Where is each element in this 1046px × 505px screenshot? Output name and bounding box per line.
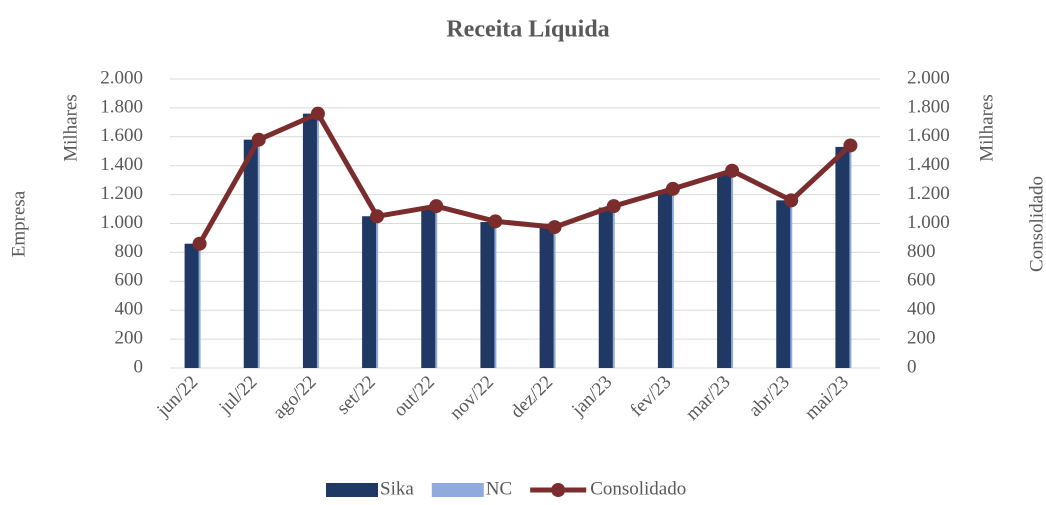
y-tick-label: 1.600: [100, 125, 143, 146]
x-tick-label: out/22: [390, 372, 439, 421]
y-tick-label: 200: [115, 327, 144, 348]
y2-axis-label: Consolidado: [1026, 176, 1046, 272]
y-tick-label: 1.000: [100, 212, 143, 233]
legend-swatch: [431, 483, 484, 497]
line-marker: [784, 193, 799, 208]
line-marker: [665, 181, 680, 196]
x-tick-label: dez/22: [507, 372, 558, 423]
bar: [717, 172, 732, 368]
x-tick-label: jan/23: [567, 372, 616, 421]
line: [197, 111, 853, 245]
y-tick-label: 1.200: [100, 183, 143, 204]
line-marker: [429, 199, 444, 214]
bar: [184, 243, 199, 368]
x-tick-label: set/22: [333, 372, 380, 419]
line-marker: [488, 214, 503, 229]
x-tick-label: jul/22: [214, 372, 261, 419]
x-tick-label: mar/23: [682, 372, 735, 425]
bar: [243, 139, 258, 368]
line-marker: [606, 199, 621, 214]
y2-tick-label: 1.400: [907, 154, 950, 175]
bar: [302, 113, 317, 369]
x-tick-label: abr/23: [745, 372, 794, 421]
y-tick-label: 1.400: [100, 154, 143, 175]
bar: [657, 190, 672, 368]
y2-tick-label: 1.200: [907, 183, 950, 204]
line-marker: [547, 220, 562, 235]
y-tick-label: 600: [115, 270, 144, 291]
legend-label: NC: [486, 478, 512, 499]
x-tick-label: nov/22: [446, 372, 498, 424]
y2-tick-label: 1.000: [907, 212, 950, 233]
legend-label: Consolidado: [590, 478, 686, 499]
x-tick-label: ago/22: [269, 372, 320, 423]
line-marker: [843, 138, 858, 153]
y-tick-label: 800: [115, 241, 144, 262]
bar: [835, 146, 850, 368]
line-marker: [725, 163, 740, 178]
y-unit-label: Milhares: [60, 94, 81, 162]
y2-tick-label: 200: [907, 327, 936, 348]
chart-title: Receita Líquida: [446, 17, 609, 43]
y2-tick-label: 1.800: [907, 96, 950, 117]
legend-swatch: [326, 483, 378, 497]
bar: [362, 216, 377, 368]
legend-marker: [551, 483, 566, 497]
line-marker: [310, 106, 325, 121]
y-tick-label: 0: [134, 356, 144, 377]
bar: [480, 222, 495, 368]
bar: [421, 206, 436, 368]
y-tick-label: 400: [115, 299, 144, 320]
y2-tick-label: 400: [907, 299, 936, 320]
y-tick-label: 2.000: [100, 67, 143, 88]
line-marker: [370, 209, 385, 224]
y-axis-label: Empresa: [8, 190, 29, 257]
y2-tick-label: 2.000: [907, 67, 950, 88]
y2-tick-label: 600: [907, 270, 936, 291]
y2-tick-label: 0: [907, 356, 917, 377]
y2-tick-label: 800: [907, 241, 936, 262]
y2-unit-label: Milhares: [976, 94, 997, 162]
legend-label: Sika: [380, 478, 414, 499]
bar: [776, 200, 791, 368]
x-tick-label: jun/22: [152, 372, 202, 422]
x-tick-label: fev/23: [626, 372, 675, 421]
bar: [598, 207, 613, 368]
bar: [539, 227, 554, 368]
y-tick-label: 1.800: [100, 96, 143, 117]
y2-tick-label: 1.600: [907, 125, 950, 146]
x-tick-label: mai/23: [801, 372, 853, 424]
line-marker: [192, 236, 207, 251]
line-marker: [251, 132, 266, 147]
